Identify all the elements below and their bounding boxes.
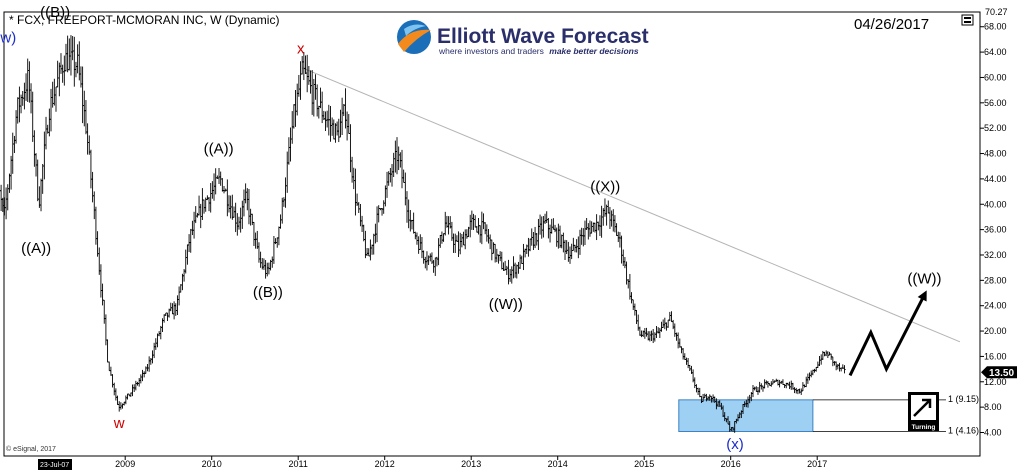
logo-tagline-prefix: where investors and traders: [438, 46, 544, 56]
y-tick-label: 4.00: [984, 428, 1002, 438]
plot-frame: [3, 11, 981, 457]
zone-level-label: 1 (9.15): [948, 394, 979, 404]
wave-label: (w): [0, 30, 16, 47]
last-price-tag-bg: [981, 366, 1017, 379]
turning-badge: Turning: [908, 392, 939, 431]
wave-label: (x): [726, 436, 744, 453]
y-tick-label: 52.00: [984, 123, 1007, 133]
y-tick-label: 48.00: [984, 149, 1007, 159]
wave-label: ((A)): [21, 240, 51, 257]
x-tick-label: 2011: [289, 459, 308, 469]
wave-label: ((B)): [253, 284, 283, 301]
x-tick-label: 2016: [721, 459, 741, 469]
turning-arrow-icon: [913, 398, 932, 417]
wave-label: ((W)): [489, 296, 523, 313]
wave-label: ((B)): [40, 4, 70, 21]
y-tick-label: 60.00: [984, 72, 1007, 82]
wave-label: w: [113, 415, 125, 432]
logo-globe-swoosh-light: [404, 24, 426, 36]
logo: Elliott Wave Forecast where investors an…: [397, 20, 649, 56]
y-tick-label: 68.00: [984, 22, 1007, 32]
turning-label: Turning: [912, 424, 936, 431]
zone-level-label: 1 (4.16): [948, 425, 979, 435]
last-price-label: 13.50: [989, 368, 1014, 379]
x-tick-label: 2010: [202, 459, 222, 469]
cursor-date-box: [38, 459, 72, 470]
y-tick-label: 8.00: [984, 402, 1002, 412]
wave-label: x: [297, 40, 305, 57]
wave-labels: (w) ((B)) ((A)) w ((A)) ((B)) x ((X)) ((W)) (x) ((…: [0, 4, 942, 453]
chart-date: 04/26/2017: [854, 16, 929, 33]
logo-globe-swoosh: [398, 29, 431, 52]
x-tick-label: 2009: [115, 459, 135, 469]
support-zone: [678, 399, 814, 432]
y-tick-label: 56.00: [984, 98, 1007, 108]
x-tick-label: 2015: [634, 459, 654, 469]
price-candles: [0, 35, 846, 433]
y-tick-label: 24.00: [984, 301, 1007, 311]
y-tick-label: 32.00: [984, 250, 1007, 260]
cursor-date: 23-Jul-07: [40, 462, 69, 469]
projection-path: [848, 292, 927, 377]
x-tick-label: 2013: [461, 459, 481, 469]
last-price-tag: 13.50: [981, 366, 1017, 379]
chart-title: * FCX, FREEPORT-MCMORAN INC, W (Dynamic): [9, 13, 279, 27]
logo-tagline-emphasis: make better decisions: [549, 46, 639, 56]
x-tick-label: 2014: [548, 459, 568, 469]
price-axis-top-label: 70.27: [985, 7, 1008, 17]
wave-label: ((W)): [907, 271, 941, 288]
time-axis-ticks: 2009 2010 2011 2012 2013 2014 2015 2016 2017: [115, 456, 827, 469]
chart-menu-icon[interactable]: [961, 14, 974, 26]
support-zone-labels: 1 (9.15) 1 (4.16): [812, 394, 979, 435]
y-tick-label: 16.00: [984, 351, 1007, 361]
price-axis-ticks: 4.00 8.00 12.00 16.00 20.00 24.00 28.00 32.00 36…: [980, 22, 1007, 438]
y-tick-label: 40.00: [984, 199, 1007, 209]
logo-tagline: where investors and traders make better …: [438, 46, 639, 56]
trendline: [302, 67, 961, 343]
projection-arrow-head: [917, 290, 927, 302]
x-tick-label: 2017: [807, 459, 827, 469]
logo-name: Elliott Wave Forecast: [437, 25, 649, 48]
y-tick-label: 64.00: [984, 47, 1007, 57]
y-tick-label: 44.00: [984, 174, 1007, 184]
wave-label: ((X)): [590, 179, 620, 196]
x-tick-label: 2012: [375, 459, 395, 469]
y-tick-label: 28.00: [984, 275, 1007, 285]
wave-label: ((A)): [204, 141, 234, 158]
y-tick-label: 12.00: [984, 377, 1007, 387]
y-tick-label: 20.00: [984, 326, 1007, 336]
copyright: © eSignal, 2017: [6, 445, 56, 453]
y-tick-label: 36.00: [984, 225, 1007, 235]
